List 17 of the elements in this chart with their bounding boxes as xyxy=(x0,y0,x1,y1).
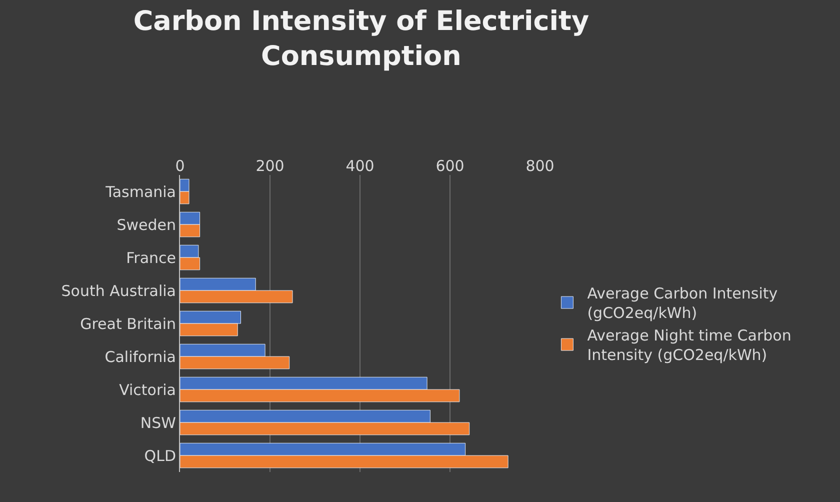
x-tick-label: 0 xyxy=(175,157,185,175)
chart-title: Carbon Intensity of Electricity Consumption xyxy=(133,6,590,72)
y-tick-label: Sweden xyxy=(116,216,176,234)
legend-label: Average Carbon Intensity (gCO2eq/kWh) xyxy=(587,284,778,322)
x-tick-label: 200 xyxy=(256,157,284,175)
y-tick-label: QLD xyxy=(144,446,176,465)
y-tick-label: California xyxy=(104,348,176,366)
y-tick-label: NSW xyxy=(140,414,176,432)
x-tick-label: 600 xyxy=(436,157,464,175)
legend-label: Average Night time Carbon Intensity (gCO2eq/kWh) xyxy=(587,326,792,364)
x-tick-label: 800 xyxy=(526,157,554,175)
y-tick-label: South Australia xyxy=(61,282,176,300)
x-tick-label: 400 xyxy=(346,157,374,175)
y-tick-label: Victoria xyxy=(119,380,176,399)
y-tick-label: Tasmania xyxy=(104,182,176,201)
y-tick-label: France xyxy=(126,248,176,267)
y-tick-label: Great Britain xyxy=(80,314,176,333)
